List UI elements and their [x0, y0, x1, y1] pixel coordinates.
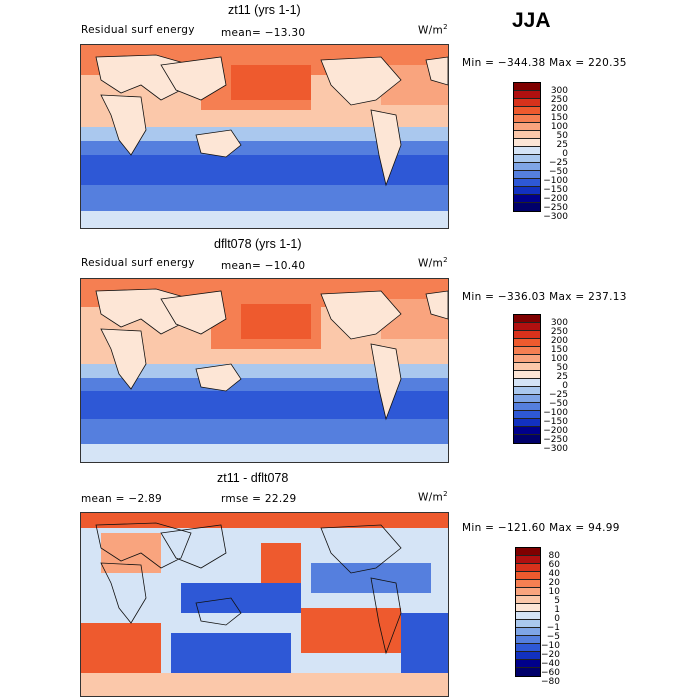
panel-3-rmse: rmse = 22.29	[221, 493, 297, 505]
cbar-1-tick: 200	[550, 104, 568, 114]
cbar-2-tick: 250	[550, 327, 568, 337]
panel-3-title: zt11 - dflt078	[217, 471, 289, 485]
cbar-1-tick: 300	[550, 86, 568, 96]
cbar-1-tick: −150	[543, 185, 568, 195]
panel-1-map	[80, 44, 449, 229]
cbar-1-tick: −25	[549, 158, 568, 168]
panel-3-colorbar	[515, 547, 541, 677]
cbar-1-tick: 0	[562, 149, 568, 159]
cbar-3-tick: −20	[541, 650, 560, 660]
panel-3-minmax: Min = −121.60 Max = 94.99	[462, 522, 620, 534]
cbar-3-tick: −10	[541, 641, 560, 651]
cbar-3-tick: 5	[554, 596, 560, 606]
cbar-3-tick: 20	[548, 578, 560, 588]
panel-2-field-label: Residual surf energy	[81, 257, 195, 269]
cbar-3-tick: 1	[554, 605, 560, 615]
cbar-3-tick: −60	[541, 668, 560, 678]
cbar-2-tick: −50	[549, 399, 568, 409]
cbar-3-tick: −1	[546, 623, 560, 633]
cbar-1-tick: −300	[543, 212, 568, 222]
cbar-1-tick: −250	[543, 203, 568, 213]
cbar-2-tick: 150	[550, 345, 568, 355]
panel-1-title: zt11 (yrs 1-1)	[228, 3, 301, 17]
cbar-2-tick: −25	[549, 390, 568, 400]
panel-2-colorbar	[513, 314, 541, 444]
panel-2-map	[80, 278, 449, 463]
cbar-2-tick: −250	[543, 435, 568, 445]
cbar-1-tick: 150	[550, 113, 568, 123]
cbar-2-tick: 50	[556, 363, 568, 373]
panel-2-minmax: Min = −336.03 Max = 237.13	[462, 291, 627, 303]
cbar-1-tick: 25	[556, 140, 568, 150]
cbar-1-tick: 250	[550, 95, 568, 105]
panel-2-title: dflt078 (yrs 1-1)	[214, 237, 302, 251]
panel-2-units: W/m2	[418, 256, 448, 270]
cbar-2-tick: 0	[562, 381, 568, 391]
cbar-3-tick: 0	[554, 614, 560, 624]
cbar-2-tick: 100	[550, 354, 568, 364]
cbar-1-tick: −100	[543, 176, 568, 186]
cbar-2-tick: −200	[543, 426, 568, 436]
panel-2-mean: mean= −10.40	[221, 260, 306, 272]
cbar-3-tick: −40	[541, 659, 560, 669]
cbar-1-tick: 100	[550, 122, 568, 132]
cbar-3-tick: 10	[548, 587, 560, 597]
cbar-1-tick: 50	[556, 131, 568, 141]
cbar-3-tick: 40	[548, 569, 560, 579]
cbar-2-tick: 300	[550, 318, 568, 328]
cbar-2-tick: 25	[556, 372, 568, 382]
panel-1-units: W/m2	[418, 23, 448, 37]
cbar-3-tick: 60	[548, 560, 560, 570]
cbar-1-tick: −200	[543, 194, 568, 204]
panel-1-mean: mean= −13.30	[221, 27, 306, 39]
cbar-2-tick: −300	[543, 444, 568, 454]
cbar-3-tick: −5	[546, 632, 560, 642]
cbar-2-tick: −150	[543, 417, 568, 427]
cbar-2-tick: −100	[543, 408, 568, 418]
cbar-3-tick: −80	[541, 677, 560, 687]
panel-1-field-label: Residual surf energy	[81, 24, 195, 36]
season-label: JJA	[512, 9, 551, 32]
panel-3-mean: mean = −2.89	[81, 493, 163, 505]
panel-3-map	[80, 512, 449, 697]
cbar-3-tick: 80	[548, 551, 560, 561]
panel-1-minmax: Min = −344.38 Max = 220.35	[462, 57, 627, 69]
cbar-1-tick: −50	[549, 167, 568, 177]
panel-3-units: W/m2	[418, 490, 448, 504]
panel-1-colorbar	[513, 82, 541, 212]
cbar-2-tick: 200	[550, 336, 568, 346]
